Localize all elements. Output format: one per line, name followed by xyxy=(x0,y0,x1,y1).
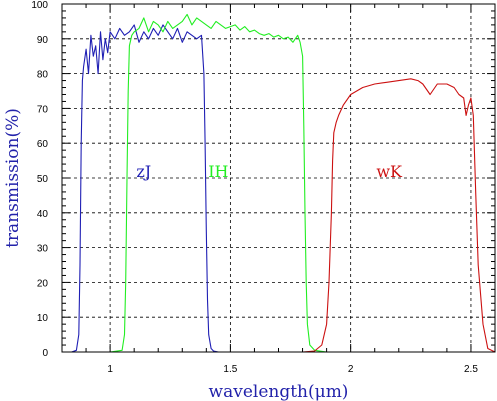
x-axis-label: wavelength(μm) xyxy=(209,382,349,401)
y-tick-label: 80 xyxy=(37,70,49,81)
x-tick-label: 1.5 xyxy=(223,364,237,375)
y-tick-label: 20 xyxy=(37,278,49,289)
series-line-zj xyxy=(62,24,495,353)
series-line-ih xyxy=(62,13,495,353)
series-label-ih: IH xyxy=(208,162,228,181)
series-labels: zJ IH wK xyxy=(136,162,403,181)
series-line-wk xyxy=(62,78,496,353)
y-tick-label: 10 xyxy=(37,313,49,324)
series-curves xyxy=(62,13,496,353)
y-tick-label: 60 xyxy=(37,139,49,150)
y-tick-label: 0 xyxy=(42,348,48,359)
y-tick-label: 40 xyxy=(37,209,49,220)
y-tick-label: 100 xyxy=(31,0,48,11)
series-label-zj: zJ xyxy=(136,162,151,181)
y-tick-label: 70 xyxy=(37,104,49,115)
y-tick-label: 90 xyxy=(37,35,49,46)
axis-ticks: 1 1.5 2 2.5 0 10 20 30 40 50 60 70 80 90 100 xyxy=(31,0,495,375)
grid xyxy=(62,4,495,352)
y-tick-label: 50 xyxy=(37,174,49,185)
x-tick-label: 2.5 xyxy=(464,364,478,375)
x-tick-label: 1 xyxy=(107,364,113,375)
y-tick-label: 30 xyxy=(37,244,49,255)
x-tick-label: 2 xyxy=(348,364,354,375)
y-axis-label: transmission(%) xyxy=(3,108,23,248)
series-label-wk: wK xyxy=(376,162,403,181)
